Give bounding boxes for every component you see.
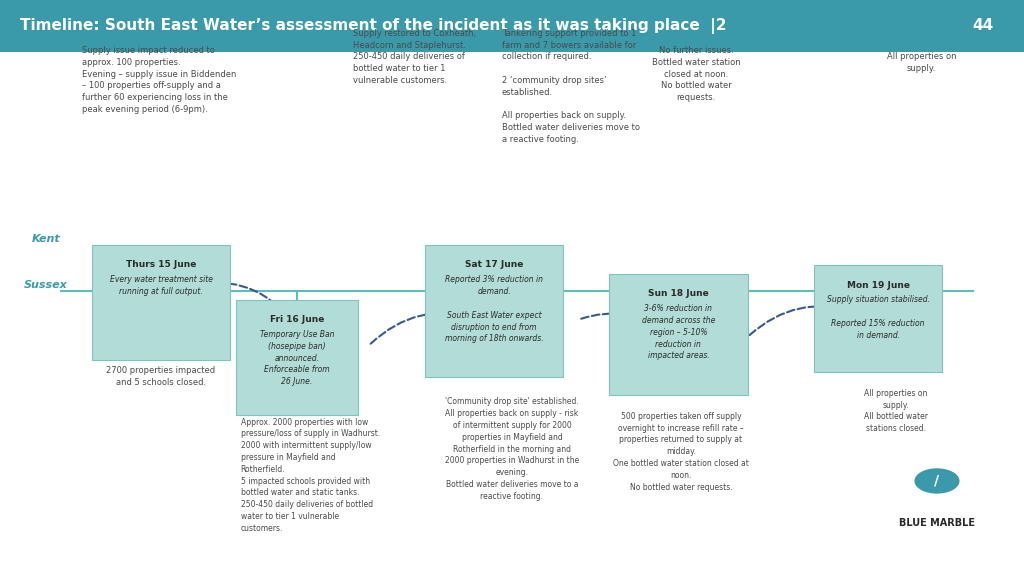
Text: Sussex: Sussex (25, 280, 68, 290)
Text: BLUE MARBLE: BLUE MARBLE (899, 518, 975, 528)
Text: Thurs 15 June: Thurs 15 June (126, 260, 197, 270)
Text: Supply issue impact reduced to
approx. 100 properties.
Evening – supply issue in: Supply issue impact reduced to approx. 1… (82, 46, 237, 114)
Text: 3-6% reduction in
demand across the
region – 5-10%
reduction in
impacted areas.: 3-6% reduction in demand across the regi… (642, 304, 715, 361)
FancyBboxPatch shape (0, 0, 1024, 52)
Circle shape (914, 468, 959, 494)
FancyBboxPatch shape (609, 274, 748, 395)
Text: Sun 18 June: Sun 18 June (648, 289, 709, 298)
FancyBboxPatch shape (425, 245, 563, 377)
FancyBboxPatch shape (92, 245, 230, 360)
Text: /: / (934, 474, 940, 488)
Text: 500 properties taken off supply
overnight to increase refill rate –
properties r: 500 properties taken off supply overnigh… (613, 412, 749, 492)
Text: Mon 19 June: Mon 19 June (847, 281, 909, 290)
Text: Approx. 2000 properties with low
pressure/loss of supply in Wadhurst.
2000 with : Approx. 2000 properties with low pressur… (241, 418, 380, 533)
Text: Fri 16 June: Fri 16 June (269, 315, 325, 324)
Text: Temporary Use Ban
(hosepipe ban)
announced.
Enforceable from
26 June.: Temporary Use Ban (hosepipe ban) announc… (260, 330, 334, 386)
Text: All properties on
supply.
All bottled water
stations closed.: All properties on supply. All bottled wa… (864, 389, 928, 433)
FancyBboxPatch shape (236, 300, 358, 415)
Text: Sat 17 June: Sat 17 June (465, 260, 523, 270)
Text: 2700 properties impacted
and 5 schools closed.: 2700 properties impacted and 5 schools c… (106, 366, 215, 386)
Text: No further issues.
Bottled water station
closed at noon.
No bottled water
reques: No further issues. Bottled water station… (652, 46, 740, 103)
Text: Tankering support provided to 1
farm and 7 bowers available for
collection if re: Tankering support provided to 1 farm and… (502, 29, 640, 144)
Text: Kent: Kent (32, 234, 60, 244)
Text: Timeline: South East Water’s assessment of the incident as it was taking place  : Timeline: South East Water’s assessment … (20, 18, 727, 34)
Text: 44: 44 (972, 18, 993, 33)
Text: Reported 3% reduction in
demand.

South East Water expect
disruption to end from: Reported 3% reduction in demand. South E… (444, 275, 544, 343)
Text: 'Community drop site' established.
All properties back on supply - risk
of inter: 'Community drop site' established. All p… (444, 397, 580, 501)
Text: All properties on
supply.: All properties on supply. (887, 52, 956, 73)
Text: Every water treatment site
running at full output.: Every water treatment site running at fu… (110, 275, 213, 296)
Text: Supply situation stabilised.

Reported 15% reduction
in demand.: Supply situation stabilised. Reported 15… (826, 295, 930, 340)
FancyBboxPatch shape (814, 265, 942, 372)
Text: Supply restored to Coxheath,
Headcorn and Staplehurst.
250-450 daily deliveries : Supply restored to Coxheath, Headcorn an… (353, 29, 476, 85)
